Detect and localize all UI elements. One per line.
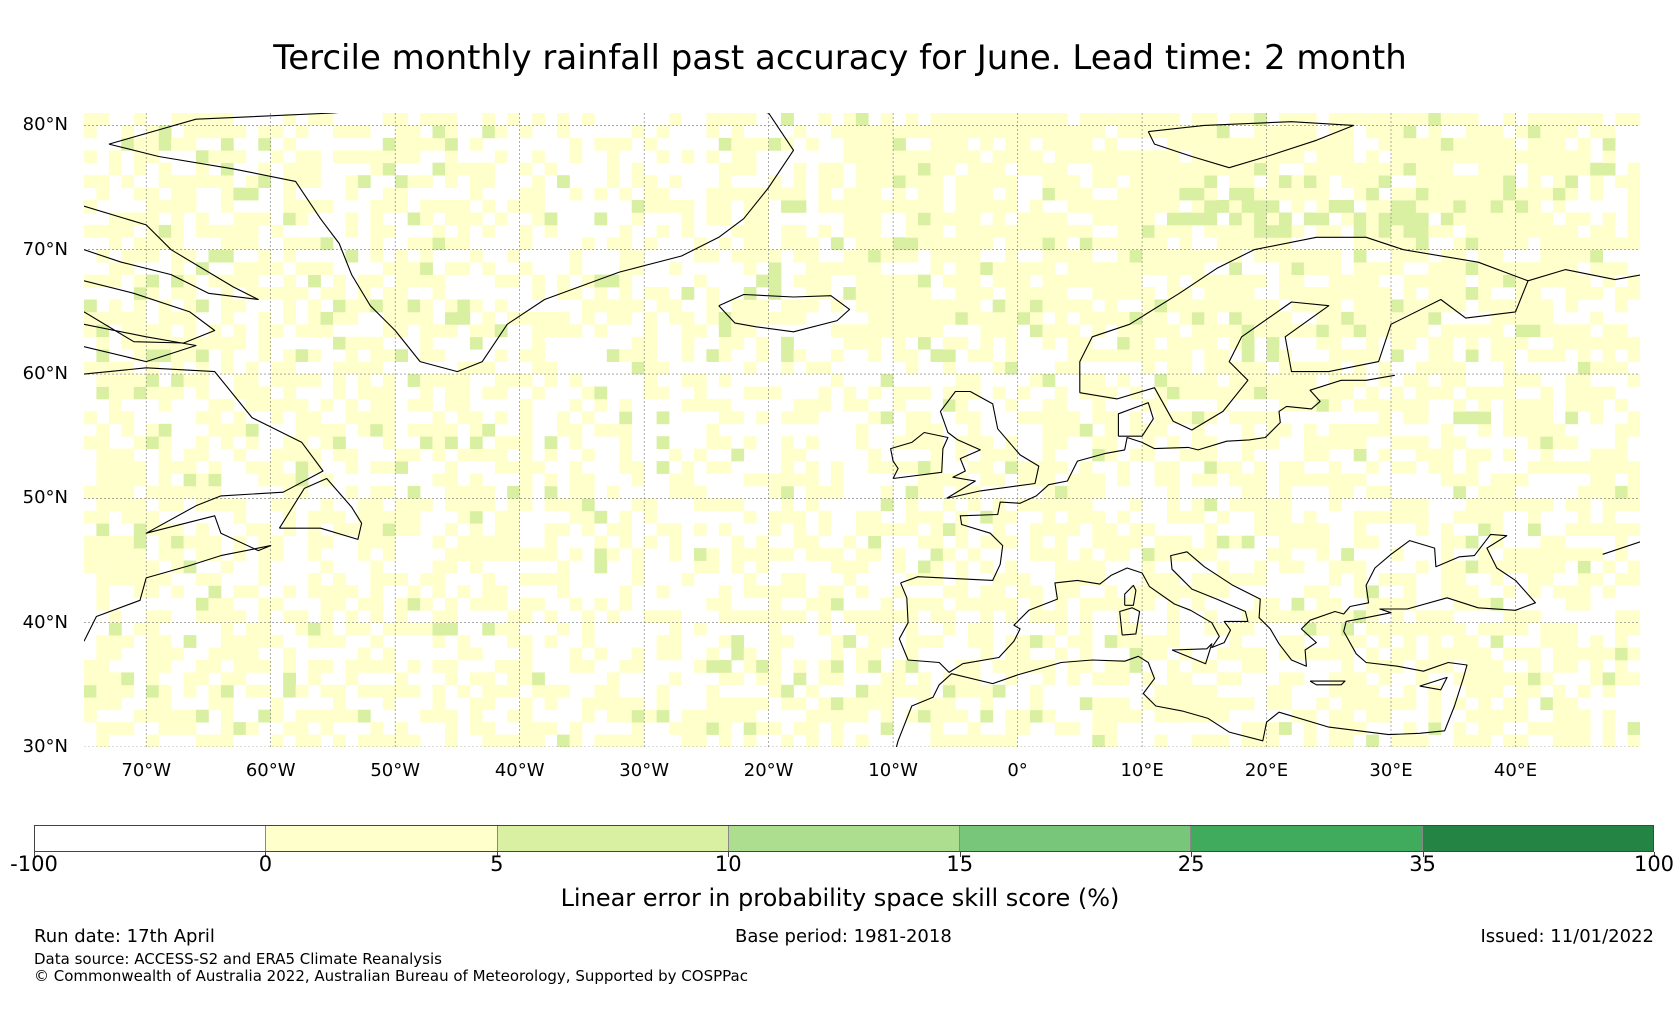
- map-title: Tercile monthly rainfall past accuracy f…: [273, 38, 1407, 78]
- colorbar-tick-label: 25: [1177, 852, 1205, 876]
- base-period: Base period: 1981-2018: [735, 926, 952, 947]
- lat-label: 80°N: [22, 114, 68, 136]
- lon-label: 20°E: [1244, 760, 1289, 781]
- colorbar-tick-label: 10: [714, 852, 742, 876]
- colorbar-segment: [1422, 826, 1653, 851]
- colorbar-segment: [497, 826, 729, 851]
- colorbar-segment: [266, 826, 498, 851]
- colorbar-segment: [35, 826, 267, 851]
- colorbar: [34, 825, 1654, 852]
- coastlines: [84, 113, 1640, 747]
- colorbar-segment: [960, 826, 1192, 851]
- lon-label: 40°W: [494, 760, 545, 781]
- colorbar-label: Linear error in probability space skill …: [560, 884, 1120, 912]
- issued-date: Issued: 11/01/2022: [1480, 926, 1654, 947]
- lat-label: 70°N: [22, 238, 68, 260]
- colorbar-tick-label: 15: [946, 852, 974, 876]
- copyright: © Commonwealth of Australia 2022, Austra…: [34, 967, 748, 985]
- skill-score-cells: [84, 113, 1640, 747]
- colorbar-tick-label: 0: [258, 852, 273, 876]
- lon-label: 50°W: [370, 760, 421, 781]
- run-date: Run date: 17th April: [34, 926, 215, 947]
- lat-label: 50°N: [22, 487, 68, 509]
- colorbar-segment: [1191, 826, 1423, 851]
- colorbar-segment: [728, 826, 961, 851]
- lat-label: 30°N: [22, 736, 68, 757]
- lon-label: 30°E: [1369, 760, 1413, 781]
- lat-label: 60°N: [22, 363, 68, 385]
- colorbar-tick-label: -100: [10, 852, 58, 876]
- lon-label: 40°E: [1493, 760, 1538, 781]
- lon-label: 30°W: [619, 760, 669, 781]
- lon-label: 60°W: [245, 760, 296, 781]
- lon-label: 70°W: [121, 760, 172, 781]
- lon-label: 0°: [1007, 760, 1028, 781]
- colorbar-tick-label: 5: [490, 852, 504, 876]
- lon-label: 10°W: [868, 760, 918, 781]
- lat-label: 40°N: [22, 611, 68, 633]
- data-source: Data source: ACCESS-S2 and ERA5 Climate …: [34, 950, 442, 968]
- colorbar-tick-label: 35: [1409, 852, 1436, 876]
- lon-label: 20°W: [743, 760, 794, 781]
- graticule: [84, 113, 1640, 747]
- lon-label: 10°E: [1120, 760, 1164, 781]
- colorbar-tick-label: 100: [1633, 852, 1675, 876]
